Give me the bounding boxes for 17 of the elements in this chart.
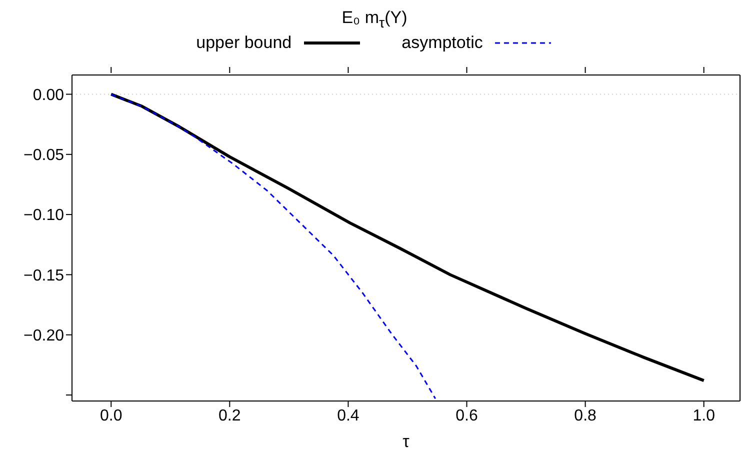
y-tick-label: −0.10 [24,208,64,225]
x-axis-title: τ [402,432,410,452]
y-tick-label: −0.20 [24,328,64,345]
x-tick-label: 1.0 [692,408,716,425]
y-tick-label: −0.05 [24,147,64,164]
line-series [110,93,706,382]
x-tick-label: 0.8 [574,408,597,425]
legend-label: asymptotic [402,33,483,54]
legend-label: upper bound [196,33,292,54]
line-series [110,94,436,400]
chart-title: E₀ m$_{τ}$(Y) [340,8,408,32]
x-tick-label: 0.4 [337,408,360,425]
y-tick-label: −0.15 [24,268,64,285]
x-tick-label: 0.2 [218,408,241,425]
x-tick-label: 0.0 [100,408,122,425]
x-tick-label: 0.6 [456,408,478,425]
y-tick-label: 0.00 [32,87,64,104]
